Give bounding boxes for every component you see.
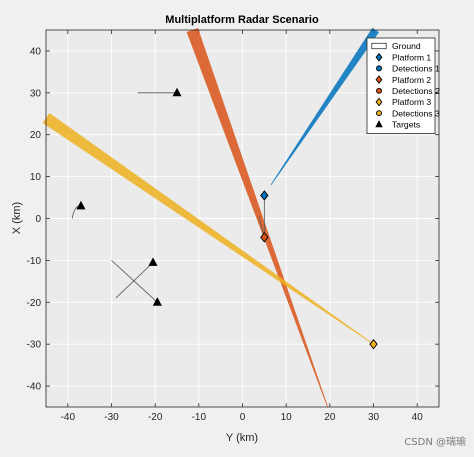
- y-tick-label: -40: [27, 382, 42, 393]
- legend-label: Ground: [392, 41, 421, 51]
- target-marker: [76, 200, 86, 210]
- y-tick-label: 0: [35, 214, 41, 225]
- platform-3-marker: [369, 338, 378, 350]
- legend-label: Targets: [392, 120, 420, 130]
- detection-beam-3: [42, 113, 374, 345]
- legend-label: Platform 3: [392, 97, 431, 107]
- legend-entry[interactable]: Detections 1: [376, 64, 440, 74]
- x-tick-label: 20: [324, 412, 336, 423]
- legend-entry[interactable]: Ground: [371, 41, 421, 51]
- legend-marker: [375, 97, 383, 107]
- x-tick-label: -20: [148, 412, 163, 423]
- legend-label: Platform 1: [392, 52, 431, 62]
- axis-ticks: -40 -30 -20 -10 0 10 20 30 40 -40 -30 -20 -10 0 10 20 30…: [27, 30, 439, 423]
- legend-marker: [375, 120, 383, 128]
- legend-marker: [375, 52, 383, 62]
- y-tick-label: -30: [27, 340, 42, 351]
- legend-entry[interactable]: Detections 3: [376, 108, 440, 118]
- legend-label: Detections 3: [392, 108, 440, 118]
- y-tick-label: 30: [30, 88, 42, 99]
- x-tick-label: -10: [192, 412, 207, 423]
- axes-box: [45, 29, 440, 408]
- legend-marker: [376, 110, 382, 117]
- legend-entry[interactable]: Platform 3: [375, 97, 431, 107]
- target-marker: [172, 87, 182, 97]
- legend-label: Detections 2: [392, 86, 440, 96]
- detection-beam-2: [186, 27, 329, 408]
- target-marker: [152, 297, 162, 306]
- legend-label: Platform 2: [392, 75, 431, 85]
- y-axis-label: X (km): [11, 202, 23, 234]
- legend-entry[interactable]: Platform 2: [375, 75, 431, 85]
- track-lines: [71, 92, 265, 303]
- y-tick-label: -10: [27, 256, 42, 267]
- x-tick-label: 30: [368, 412, 380, 423]
- legend-label: Detections 1: [392, 64, 440, 74]
- x-axis-label: Y (km): [226, 432, 258, 444]
- target-track: [111, 260, 158, 303]
- target-track: [115, 262, 154, 299]
- legend-marker: [376, 65, 382, 72]
- x-tick-label: 0: [240, 412, 246, 423]
- detection-beams: [42, 27, 379, 408]
- detection-beam-1: [270, 27, 379, 186]
- y-tick-label: 10: [30, 172, 42, 183]
- x-tick-label: -40: [61, 412, 76, 423]
- x-tick-label: 40: [412, 412, 424, 423]
- legend-marker: [375, 75, 383, 84]
- legend-entry[interactable]: Platform 1: [375, 52, 431, 62]
- y-tick-label: 20: [30, 130, 42, 141]
- y-tick-label: -20: [27, 298, 42, 309]
- x-tick-label: 10: [281, 412, 293, 423]
- y-tick-label: 40: [30, 46, 42, 57]
- legend-marker: [371, 42, 387, 50]
- chart-marks: [76, 87, 378, 350]
- target-marker: [148, 257, 158, 266]
- chart-title: Multiplatform Radar Scenario: [165, 14, 319, 26]
- legend-marker: [376, 87, 382, 94]
- platform-2-marker: [260, 232, 269, 243]
- legend-entry[interactable]: Detections 2: [376, 86, 440, 96]
- watermark-text: CSDN @瑞瑜: [404, 437, 466, 448]
- legend-entry[interactable]: Targets: [375, 120, 420, 130]
- x-tick-label: -30: [104, 412, 119, 423]
- platform-1-marker: [260, 190, 269, 201]
